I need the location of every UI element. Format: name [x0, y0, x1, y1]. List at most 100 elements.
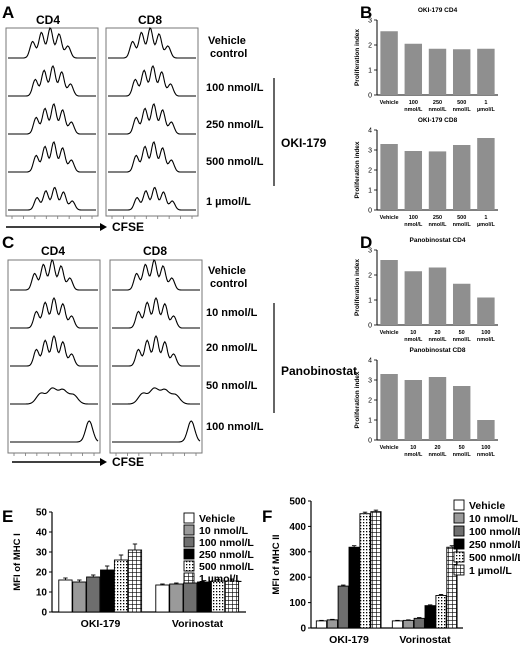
legend-label: 10 nmol/L [469, 513, 519, 525]
histogram-trace [10, 296, 98, 329]
panel-c-group-label: Panobinostat [281, 364, 357, 378]
y-tick-label: 1 [368, 298, 372, 305]
panel-c-row-10nm: 10 nmol/L [206, 307, 258, 319]
legend-swatch [453, 525, 465, 537]
panel-c-histograms: CD4 CD8 Vehicle control 10 nmol/L 20 nmo… [7, 244, 357, 469]
legend-label: 10 nmol/L [199, 525, 249, 537]
histogram-trace [10, 387, 98, 405]
x-tick-label: 500 [457, 215, 466, 221]
bar [113, 559, 129, 613]
y-tick-label: 2 [368, 43, 372, 50]
histogram-trace [112, 387, 200, 405]
x-tick-label: nmol/L [477, 452, 496, 458]
bar [380, 260, 398, 325]
panel-a-traces [5, 27, 199, 219]
bar [452, 49, 471, 95]
group-label: Vorinostat [172, 618, 224, 630]
y-tick-label: 2 [368, 398, 372, 405]
y-tick-label: 1 [368, 188, 372, 195]
x-tick-label: nmol/L [453, 107, 472, 113]
panel-letter-c: C [2, 233, 14, 252]
y-tick-label: 300 [289, 547, 306, 558]
x-tick-label: nmol/L [428, 222, 447, 228]
bar [380, 374, 398, 440]
bar [428, 48, 447, 95]
x-tick-label: 10 [410, 445, 416, 451]
panel-a-row-250nm: 250 nmol/L [206, 119, 264, 131]
y-axis-label: Proliferation index [354, 371, 361, 428]
bar [348, 546, 360, 629]
panel-c-col-cd4: CD4 [41, 244, 65, 258]
bar [197, 581, 212, 613]
bar [477, 48, 495, 95]
bar [404, 151, 423, 210]
panel-a-row-100nm: 100 nmol/L [206, 82, 264, 94]
legend-swatch [453, 512, 465, 524]
chart-title: OKI-179 CD8 [418, 117, 458, 124]
histogram-trace [108, 64, 196, 97]
x-tick-label: Vehicle [380, 445, 399, 451]
x-tick-label: 500 [457, 100, 466, 106]
group-label: OKI-179 [329, 634, 369, 646]
x-tick-label: µmol/L [477, 222, 495, 228]
x-tick-label: 100 [409, 215, 418, 221]
histogram-frame [109, 259, 203, 454]
bar [380, 31, 398, 95]
panel-a-histograms: CD4 CD8 Vehicle control 100 nmol/L 250 n… [5, 13, 327, 234]
panel-c-arrow-head [100, 458, 107, 466]
bar [155, 584, 170, 613]
y-tick-label: 1 [368, 68, 372, 75]
legend-label: Vehicle [469, 500, 505, 512]
x-tick-label: 20 [434, 330, 440, 336]
bar [428, 267, 447, 325]
chart-D2: Panobinostat CD8 0 1 2 3 4 Proliferation index… [354, 347, 498, 458]
histogram-trace [10, 259, 98, 291]
legend-swatch [453, 551, 465, 563]
y-tick-label: 100 [289, 598, 306, 609]
group-label: Vorinostat [399, 634, 451, 646]
bar [424, 605, 436, 629]
y-tick-label: 3 [368, 248, 372, 255]
x-tick-label: µmol/L [477, 107, 495, 113]
panel-c-row-20nm: 20 nmol/L [206, 342, 258, 354]
bar [224, 580, 240, 613]
panel-c-col-cd8: CD8 [143, 244, 167, 258]
x-tick-label: 100 [481, 330, 490, 336]
bar [477, 297, 495, 325]
panel-a-axis-label: CFSE [112, 220, 144, 234]
legend-label: 250 nmol/L [199, 549, 254, 561]
x-tick-label: Vehicle [380, 330, 399, 336]
panel-letter-e: E [2, 507, 13, 526]
bar [380, 144, 398, 210]
chart-E: 0 10 20 30 40 50 MFI of MHC I OKI-179 Vorinostat… [12, 508, 254, 631]
y-axis-label: Proliferation index [354, 29, 361, 86]
panel-a-col-cd4: CD4 [36, 13, 60, 27]
y-tick-label: 3 [368, 378, 372, 385]
histogram-trace [8, 64, 96, 97]
legend-swatch [453, 538, 465, 550]
y-tick-label: 10 [36, 588, 48, 599]
group-label: OKI-179 [81, 618, 121, 630]
y-tick-label: 4 [368, 358, 372, 365]
x-tick-label: 10 [410, 330, 416, 336]
bar [435, 595, 447, 629]
histogram-trace [108, 103, 196, 135]
chart-B2: OKI-179 CD8 0 1 2 3 4 Proliferation index Vehic… [354, 117, 498, 228]
x-tick-label: nmol/L [428, 107, 447, 113]
bar [72, 581, 87, 613]
legend-swatch [183, 560, 195, 572]
panel-a-row-vehicle-control: control [210, 48, 247, 60]
y-axis-label: MFI of MHC I [12, 533, 23, 591]
panel-c-traces [7, 259, 203, 456]
bar [404, 271, 423, 325]
bar [404, 43, 423, 95]
bar [477, 420, 495, 440]
legend-swatch [453, 499, 465, 511]
panel-letter-d: D [360, 233, 372, 252]
bar [428, 377, 447, 440]
legend-label: 1 µmol/L [199, 573, 242, 585]
panel-a-arrow-head [100, 223, 107, 231]
x-tick-label: nmol/L [404, 222, 423, 228]
histogram-trace [8, 186, 96, 211]
